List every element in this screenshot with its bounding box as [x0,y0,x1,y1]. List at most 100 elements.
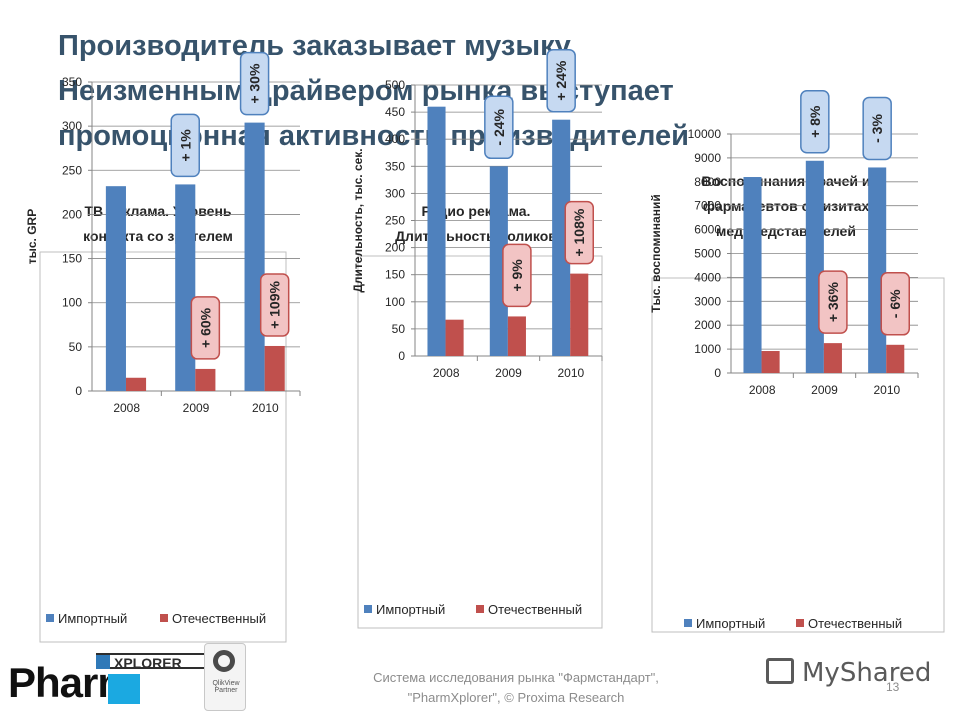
legend-label-import: Импортный [376,602,445,617]
bar-import [805,160,824,373]
bar-import [105,186,126,391]
bar-import [175,184,196,391]
change-callout-label: + 30% [247,63,263,104]
change-callout-import [484,95,514,160]
y-tick-label: 50 [392,322,406,336]
bar-domestic [886,344,905,373]
y-tick-label: 350 [62,75,82,89]
y-tick-label: 450 [385,105,405,119]
change-callout-label: + 24% [553,60,569,101]
legend-swatch-import [46,614,54,622]
y-tick-label: 300 [62,119,82,133]
xplorer-square-icon [96,655,110,669]
bar-import [489,166,508,356]
radio-ads-chart: Радио реклама.Длительность роликов050100… [351,48,603,629]
change-callout-label: + 8% [807,105,823,138]
change-callout-domestic [259,273,290,337]
change-callout-label: + 1% [177,129,193,162]
bar-domestic [823,343,842,373]
legend-label-import: Импортный [58,611,127,626]
legend-swatch-import [364,605,372,613]
change-callout-label: - 3% [869,114,885,143]
y-tick-label: 6000 [694,223,721,237]
change-callout-label: + 36% [825,282,841,323]
y-tick-label: 200 [62,207,82,221]
legend-swatch-domestic [476,605,484,613]
change-callout-import [170,113,201,178]
x-tick-label: 2009 [183,401,210,415]
bar-import [743,177,762,373]
y-tick-label: 7000 [694,199,721,213]
y-tick-label: 50 [69,340,83,354]
myshared-watermark-text: MyShared [802,658,932,688]
x-tick-label: 2010 [557,366,584,380]
change-callout-label: + 9% [509,259,525,292]
bar-domestic [570,273,589,356]
change-callout-label: + 60% [197,307,213,348]
bar-domestic [445,319,464,356]
plot-frame [651,277,945,633]
y-tick-label: 4000 [694,270,721,284]
y-tick-label: 8000 [694,175,721,189]
y-tick-label: 0 [398,349,405,363]
y-axis-label: Длительность, тыс. сек. [351,148,365,292]
legend-swatch-import [684,619,692,627]
change-callout-import [239,51,270,116]
change-callout-domestic [564,200,594,265]
chart-title-line: медпредставителей [716,223,856,239]
y-tick-label: 9000 [694,151,721,165]
bar-domestic [125,377,147,391]
change-callout-domestic [818,270,848,334]
y-tick-label: 150 [62,252,82,266]
y-tick-label: 0 [714,366,721,380]
y-tick-label: 5000 [694,247,721,261]
change-callout-label: - 24% [491,108,507,145]
footer-source: Система исследования рынка "Фармстандарт… [336,668,696,708]
y-tick-label: 3000 [694,294,721,308]
y-tick-label: 500 [385,78,405,92]
myshared-watermark: MyShared [768,656,931,690]
bar-import [868,167,887,373]
change-callout-domestic [880,272,910,336]
bar-domestic [195,368,216,391]
plot-frame [39,251,287,643]
chart-title-line: Воспоминания врачей и [701,173,870,189]
y-tick-label: 10000 [688,127,722,141]
y-tick-label: 250 [385,214,405,228]
slide-title-line-3: промоционная активность производителей [58,120,689,152]
myshared-projector-icon [766,658,794,684]
chart-title-line: контакта со зрителем [83,228,233,244]
chart-title-line: Длительность роликов [395,228,557,244]
y-tick-label: 2000 [694,318,721,332]
y-tick-label: 250 [62,163,82,177]
footer-line-1: Система исследования рынка "Фармстандарт… [373,670,659,685]
change-callout-import [862,96,892,161]
bar-import [552,119,571,356]
xplorer-logo: XPLORER [96,653,204,671]
y-tick-label: 200 [385,241,405,255]
change-callout-label: + 108% [571,208,587,256]
y-tick-label: 1000 [694,342,721,356]
bar-domestic [507,316,526,356]
page-number: 13 [886,680,900,694]
y-tick-label: 350 [385,159,405,173]
change-callout-domestic [190,296,221,360]
x-tick-label: 2010 [873,383,900,397]
change-callout-import [800,90,830,154]
legend-label-import: Импортный [696,616,765,631]
x-tick-label: 2010 [252,401,279,415]
bar-domestic [264,345,285,391]
x-tick-label: 2009 [495,366,522,380]
change-callout-import [546,48,576,113]
bar-import [244,122,265,392]
footer-line-2: "PharmXplorer", © Proxima Research [407,690,625,705]
bar-domestic [761,351,780,373]
legend-label-domestic: Отечественный [488,602,582,617]
change-callout-domestic [502,243,532,308]
pharm-blue-square-icon [108,674,140,704]
y-axis-label: Тыс. воспоминаний [649,194,663,312]
y-tick-label: 400 [385,132,405,146]
y-tick-label: 0 [75,384,82,398]
x-tick-label: 2008 [433,366,460,380]
